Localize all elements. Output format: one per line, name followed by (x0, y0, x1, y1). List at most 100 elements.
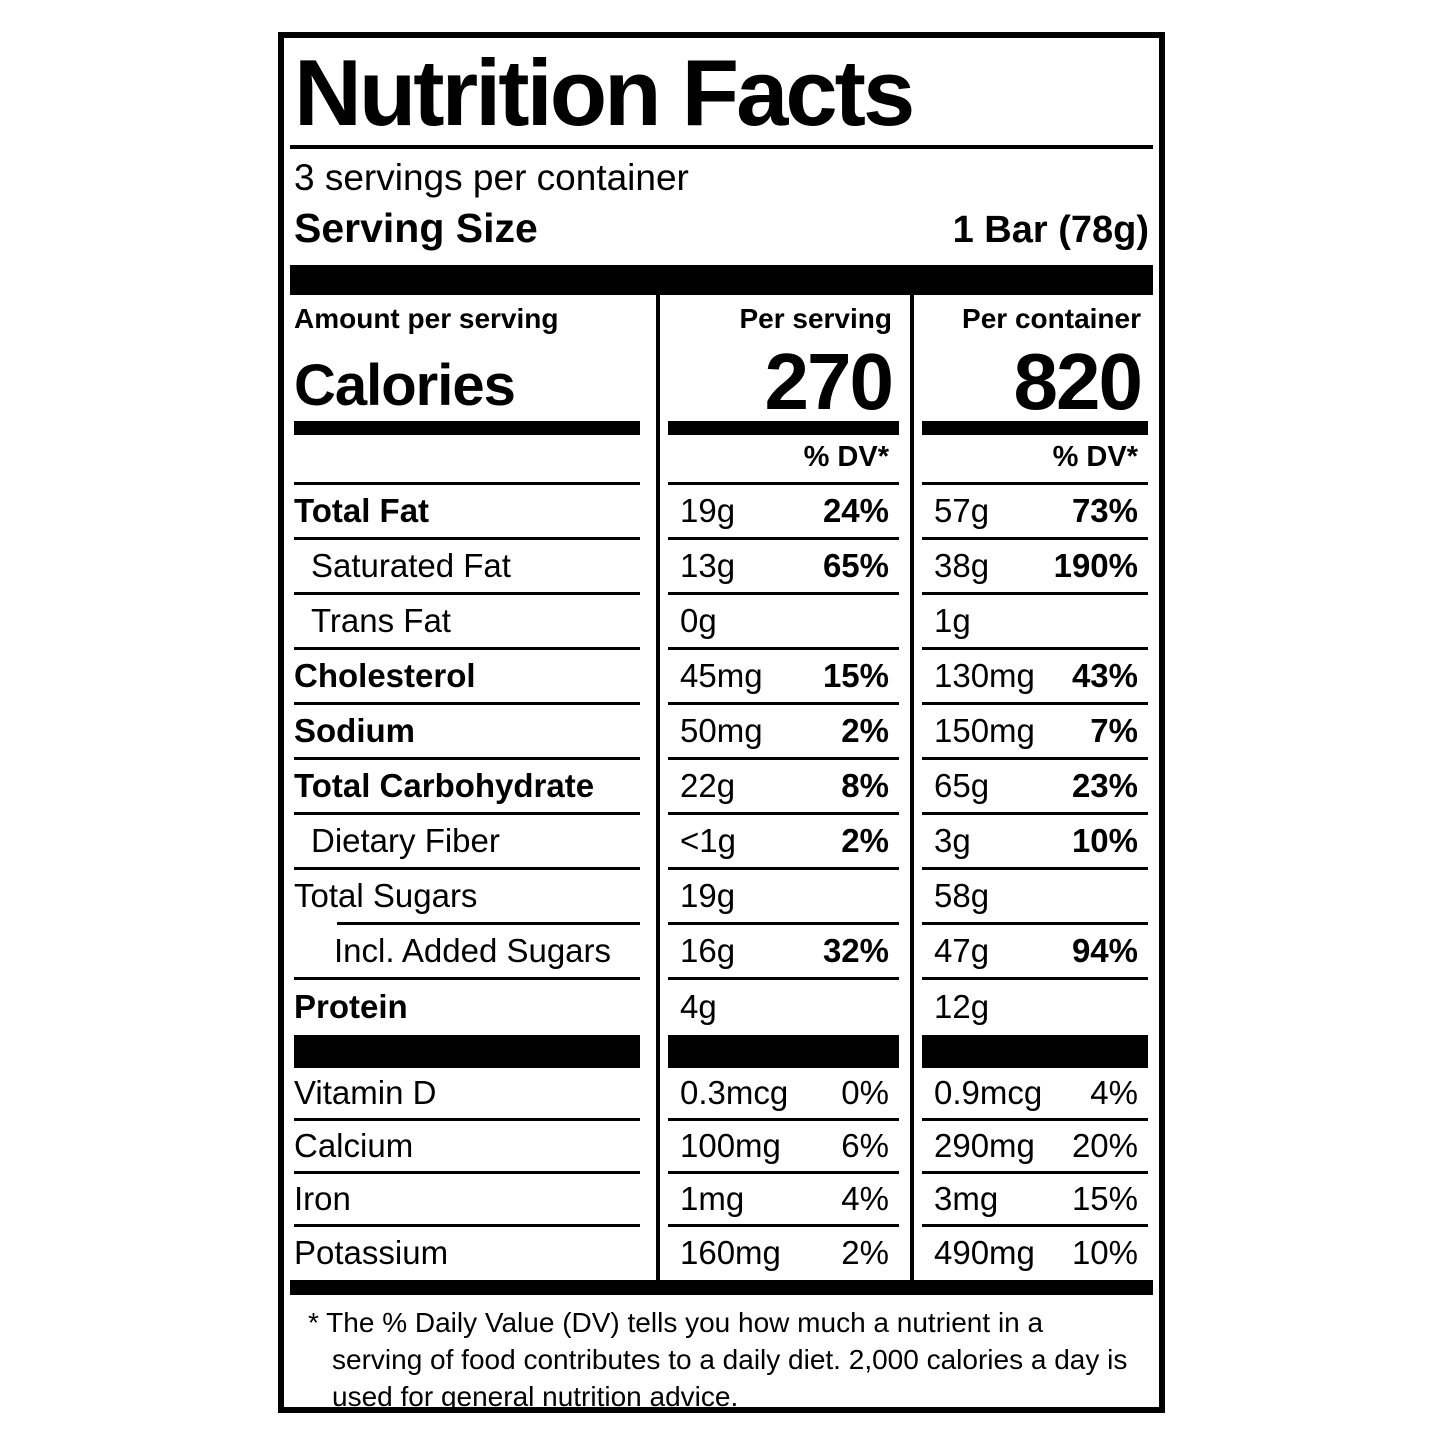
calories-name: Calories (294, 352, 516, 418)
nutrient-dv-per-serving: 15% (822, 656, 889, 694)
vitamin-dv-per-serving: 4% (841, 1179, 889, 1217)
nutrient-amount-per-container: 65g (934, 766, 990, 804)
vitamin-amount-per-serving: 100mg (680, 1126, 781, 1164)
nutrient-row-protein: Protein 4g 12g (284, 979, 1159, 1035)
thick-separator-bar (290, 264, 1153, 295)
nutrient-dv-per-serving: 8% (841, 766, 889, 804)
nutrient-row-dietary-fiber: Dietary Fiber <1g 2% 3g 10% (284, 814, 1159, 870)
nutrient-dv-per-container: 43% (1071, 656, 1138, 694)
nutrient-amount-per-serving: 45mg (680, 656, 763, 694)
vitamin-amount-per-container: 0.9mcg (934, 1073, 1043, 1111)
nutrient-amount-per-container: 130mg (934, 656, 1035, 694)
nutrient-dv-per-serving: 24% (822, 491, 889, 529)
nutrient-amount-per-container: 57g (934, 491, 990, 529)
separator-bar (668, 1034, 899, 1068)
nutrient-name: Total Sugars (294, 876, 478, 914)
vitamin-amount-per-container: 490mg (934, 1234, 1035, 1272)
nutrient-row-sodium: Sodium 50mg 2% 150mg 7% (284, 704, 1159, 760)
per-container-header: Per container (962, 302, 1141, 334)
nutrient-amount-per-serving: 22g (680, 766, 736, 804)
nutrient-dv-per-container: 190% (1053, 546, 1138, 584)
nutrient-dv-per-container: 73% (1071, 491, 1138, 529)
nutrient-amount-per-serving: 19g (680, 876, 736, 914)
nutrient-amount-per-container: 58g (934, 876, 990, 914)
nutrient-row-trans-fat: Trans Fat 0g 1g (284, 594, 1159, 650)
calories-label-cell: Amount per serving Calories (284, 295, 656, 421)
label-title: Nutrition Facts (294, 40, 915, 145)
nutrient-amount-per-container: 150mg (934, 711, 1035, 749)
nutrient-amount-per-container: 38g (934, 546, 990, 584)
vitamin-dv-per-container: 10% (1071, 1234, 1138, 1272)
nutrient-row-total-sugars: Total Sugars 19g 58g (284, 869, 1159, 925)
nutrient-row-cholesterol: Cholesterol 45mg 15% 130mg 43% (284, 649, 1159, 705)
separator-bar (294, 1034, 640, 1068)
servings-per-container: 3 servings per container (294, 157, 689, 198)
calories-underline-bar (294, 420, 640, 435)
vitamin-amount-per-serving: 0.3mcg (680, 1073, 789, 1111)
vitamin-dv-per-serving: 6% (841, 1126, 889, 1164)
calories-underline-bar (922, 420, 1148, 435)
nutrient-name: Saturated Fat (311, 546, 511, 584)
per-serving-header: Per serving (739, 302, 892, 334)
nutrient-amount-per-serving: 0g (680, 601, 717, 639)
vitamin-dv-per-serving: 0% (841, 1073, 889, 1111)
nutrient-amount-per-serving: 13g (680, 546, 736, 584)
nutrient-amount-per-serving: <1g (680, 821, 736, 859)
dv-header-per-container: % DV* (1052, 440, 1138, 473)
nutrient-name: Sodium (294, 711, 415, 749)
nutrient-name: Dietary Fiber (311, 821, 500, 859)
nutrient-dv-per-serving: 2% (841, 711, 889, 749)
nutrient-amount-per-serving: 16g (680, 931, 736, 969)
amount-per-serving-label: Amount per serving (294, 302, 559, 334)
nutrient-dv-per-container: 7% (1090, 711, 1138, 749)
separator-bar (922, 1034, 1148, 1068)
section-separator-bars (284, 1034, 1159, 1068)
calories-per-serving-value: 270 (764, 336, 894, 426)
title-rule (290, 145, 1153, 149)
nutrient-dv-per-container: 94% (1071, 931, 1138, 969)
nutrient-amount-per-serving: 19g (680, 491, 736, 529)
vitamin-dv-per-serving: 2% (841, 1234, 889, 1272)
nutrient-name: Protein (294, 988, 408, 1026)
vitamin-name: Calcium (294, 1126, 414, 1164)
calories-per-container-value: 820 (1013, 336, 1143, 426)
nutrient-dv-per-serving: 32% (822, 931, 889, 969)
serving-size-row: Serving Size 1 Bar (78g) (290, 200, 1153, 265)
vitamin-row-potassium: Potassium 160mg 2% 490mg 10% (284, 1226, 1159, 1280)
dv-header-per-serving: % DV* (803, 440, 889, 473)
nutrient-amount-per-container: 12g (934, 988, 990, 1026)
vitamin-name: Potassium (294, 1234, 449, 1272)
nutrient-row-saturated-fat: Saturated Fat 13g 65% 38g 190% (284, 539, 1159, 595)
vitamin-dv-per-container: 4% (1090, 1073, 1138, 1111)
nutrient-row-added-sugars: Incl. Added Sugars 16g 32% 47g 94% (284, 924, 1159, 980)
calories-per-serving-cell: Per serving 270 (656, 294, 910, 426)
vitamin-amount-per-serving: 160mg (680, 1234, 781, 1272)
serving-size-value: 1 Bar (78g) (952, 208, 1149, 251)
nutrient-dv-per-serving: 2% (841, 821, 889, 859)
nutrient-row-total-fat: Total Fat 19g 24% 57g 73% (284, 484, 1159, 540)
nutrient-row-total-carbohydrate: Total Carbohydrate 22g 8% 65g 23% (284, 759, 1159, 815)
nutrient-name: Total Carbohydrate (294, 766, 595, 804)
vitamin-dv-per-container: 20% (1071, 1126, 1138, 1164)
vitamin-amount-per-container: 3mg (934, 1179, 999, 1217)
nutrient-name: Trans Fat (311, 601, 451, 639)
calories-per-container-cell: Per container 820 (910, 294, 1159, 426)
serving-size-label: Serving Size (294, 204, 538, 251)
nutrient-dv-per-serving: 65% (822, 546, 889, 584)
footnote-separator-bar (290, 1279, 1153, 1295)
nutrient-amount-per-container: 1g (934, 601, 971, 639)
nutrient-amount-per-serving: 50mg (680, 711, 763, 749)
nutrient-amount-per-container: 47g (934, 931, 990, 969)
calories-row: Amount per serving Calories Per serving … (284, 294, 1159, 426)
vitamin-name: Iron (294, 1179, 351, 1217)
nutrient-dv-per-container: 23% (1071, 766, 1138, 804)
nutrient-name: Total Fat (294, 491, 430, 529)
vitamin-dv-per-container: 15% (1071, 1179, 1138, 1217)
label-header: Nutrition Facts 3 servings per container… (284, 38, 1159, 265)
calories-underline-bar (668, 420, 899, 435)
daily-value-footnote: * The % Daily Value (DV) tells you how m… (308, 1306, 1128, 1413)
nutrient-name: Incl. Added Sugars (334, 931, 612, 969)
nutrient-amount-per-container: 3g (934, 821, 971, 859)
vitamin-name: Vitamin D (294, 1073, 437, 1111)
vitamin-amount-per-container: 290mg (934, 1126, 1035, 1164)
